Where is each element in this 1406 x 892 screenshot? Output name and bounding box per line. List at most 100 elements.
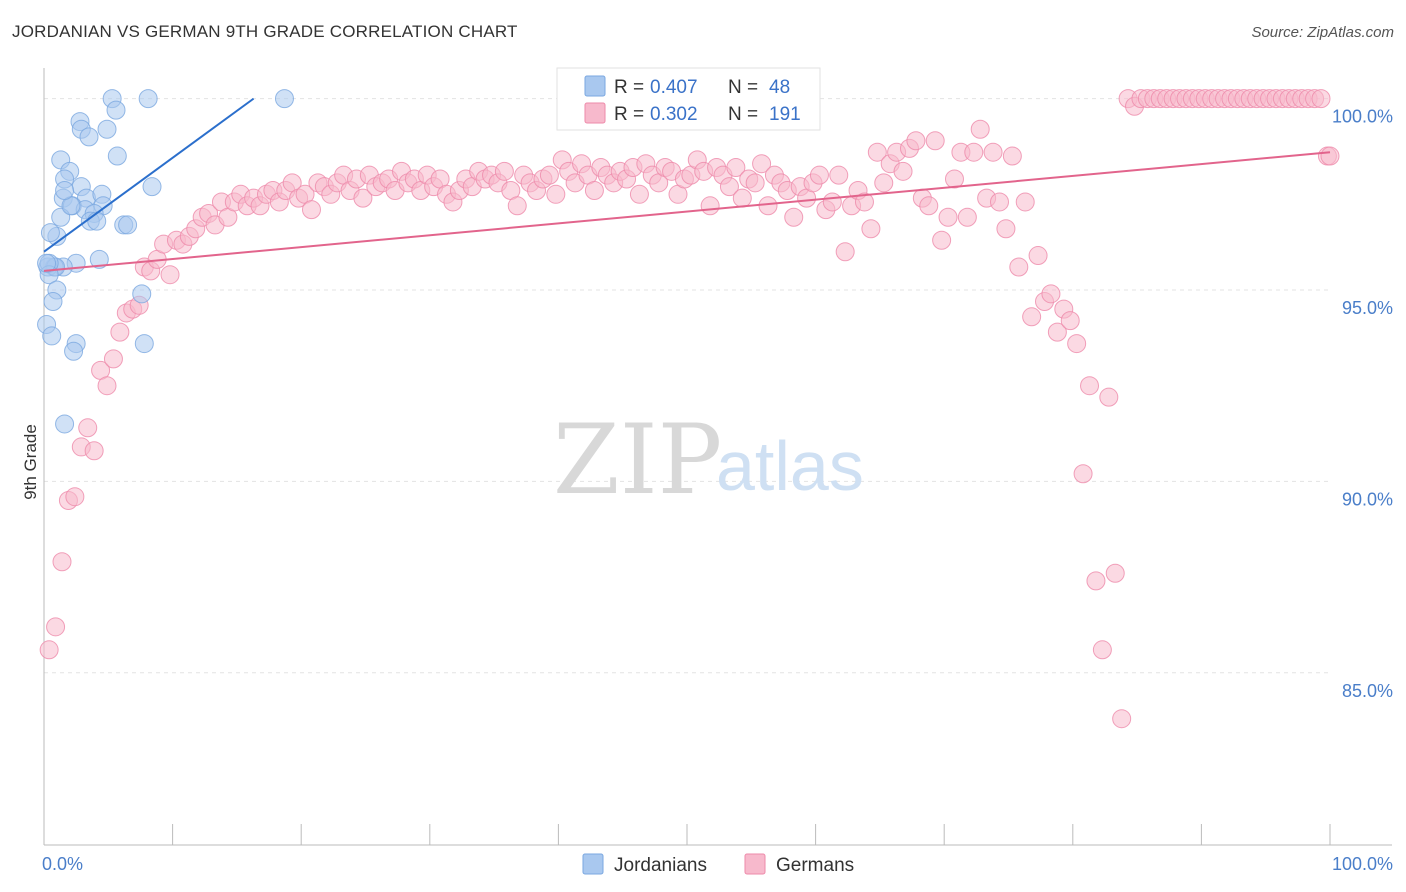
x-tick-labels: 0.0% 100.0% — [42, 854, 1393, 874]
y-tick-label-0: 100.0% — [1332, 107, 1393, 127]
jordanians-point-25 — [40, 223, 60, 243]
trend-lines — [43, 97, 1331, 272]
legend-r-label-germans: R = — [614, 104, 644, 125]
germans-point-107 — [726, 158, 746, 178]
series-legend-label-jordanians: Jordanians — [614, 855, 707, 876]
germans-point-141 — [944, 169, 964, 189]
jordanians-point-5 — [97, 119, 117, 139]
germans-point-162 — [1080, 376, 1100, 396]
germans-point-137 — [919, 196, 939, 216]
legend-r-label-jordanians: R = — [614, 77, 644, 98]
jordanians-point-42 — [64, 341, 84, 361]
series-legend-label-germans: Germans — [776, 855, 854, 876]
series-legend-swatch-germans — [744, 853, 766, 875]
germans-point-139 — [932, 230, 952, 250]
jordanians-point-27 — [89, 249, 109, 269]
jordanians-point-9 — [107, 146, 127, 166]
jordanians-point-39 — [42, 326, 62, 346]
jordanians-point-2 — [274, 89, 294, 109]
chart-title: JORDANIAN VS GERMAN 9TH GRADE CORRELATIO… — [12, 22, 518, 41]
germans-point-41 — [301, 200, 321, 220]
germans-point-200 — [1320, 146, 1340, 166]
germans-point-120 — [809, 165, 829, 185]
legend-swatch-jordanians — [584, 75, 606, 97]
correlation-legend: R = 0.407 N = 48 R = 0.302 N = 191 — [556, 67, 821, 131]
jordanians-point-36 — [132, 284, 152, 304]
germans-point-153 — [1022, 307, 1042, 327]
germans-point-49 — [353, 188, 373, 208]
germans-point-138 — [925, 131, 945, 151]
germans-point-135 — [906, 131, 926, 151]
legend-n-label-germans: N = — [728, 104, 758, 125]
jordanians-point-43 — [55, 414, 75, 434]
series-legend-swatch-jordanians — [582, 853, 604, 875]
watermark: ZIP atlas — [553, 404, 864, 516]
germans-point-133 — [893, 161, 913, 181]
germans-point-159 — [1060, 311, 1080, 331]
germans-point-163 — [1086, 571, 1106, 591]
source-credit: Source: ZipAtlas.com — [1251, 24, 1394, 41]
legend-r-value-germans: 0.302 — [650, 104, 698, 125]
legend-n-value-germans: 191 — [769, 104, 801, 125]
germans-point-156 — [1041, 284, 1061, 304]
germans-point-150 — [1002, 146, 1022, 166]
y-tick-label-3: 85.0% — [1342, 681, 1393, 701]
germans-point-157 — [1047, 322, 1067, 342]
germans-point-166 — [1105, 563, 1125, 583]
germans-point-129 — [867, 142, 887, 162]
germans-point-103 — [700, 196, 720, 216]
jordanians-trend-line — [43, 97, 255, 253]
jordanians-point-44 — [118, 215, 138, 235]
jordanians-point-26 — [87, 211, 107, 231]
y-tick-label-2: 90.0% — [1342, 489, 1393, 509]
germans-point-78 — [539, 165, 559, 185]
germans-point-110 — [745, 173, 765, 193]
germans-point-71 — [494, 161, 514, 181]
germans-point-85 — [584, 180, 604, 200]
series-legend: Jordanians Germans — [582, 853, 854, 876]
legend-swatch-germans — [584, 102, 606, 124]
germans-point-2 — [52, 552, 72, 572]
germans-point-122 — [822, 192, 842, 212]
germans-point-10 — [103, 349, 123, 369]
jordanians-point-13 — [142, 177, 162, 197]
y-axis-title: 9th Grade — [21, 424, 40, 500]
germans-point-112 — [758, 196, 778, 216]
y-tick-label-1: 95.0% — [1342, 298, 1393, 318]
germans-point-92 — [629, 184, 649, 204]
germans-point-147 — [983, 142, 1003, 162]
germans-point-128 — [861, 219, 881, 239]
x-tick-label-1: 100.0% — [1332, 854, 1393, 874]
jordanians-point-41 — [134, 334, 154, 354]
germans-point-0 — [39, 640, 59, 660]
axes — [43, 68, 1392, 846]
germans-point-160 — [1067, 334, 1087, 354]
germans-point-106 — [719, 177, 739, 197]
legend-n-label-jordanians: N = — [728, 77, 758, 98]
watermark-zip: ZIP — [553, 404, 722, 516]
germans-point-144 — [964, 142, 984, 162]
germans-point-1 — [46, 617, 66, 637]
germans-points — [39, 89, 1340, 729]
germans-point-152 — [1015, 192, 1035, 212]
germans-point-116 — [784, 207, 804, 227]
germans-point-124 — [835, 242, 855, 262]
germans-trend-line — [43, 151, 1331, 272]
germans-point-145 — [970, 119, 990, 139]
germans-point-123 — [829, 165, 849, 185]
germans-point-6 — [78, 418, 98, 438]
germans-point-151 — [1009, 257, 1029, 277]
jordanians-points — [37, 89, 294, 434]
germans-point-111 — [752, 154, 772, 174]
germans-point-165 — [1099, 387, 1119, 407]
germans-point-143 — [957, 207, 977, 227]
germans-point-161 — [1073, 464, 1093, 484]
watermark-atlas: atlas — [716, 427, 864, 505]
germans-point-7 — [84, 441, 104, 461]
germans-point-9 — [97, 376, 117, 396]
x-tick-label-0: 0.0% — [42, 854, 83, 874]
germans-point-4 — [65, 487, 85, 507]
germans-point-164 — [1092, 640, 1112, 660]
germans-point-127 — [854, 192, 874, 212]
